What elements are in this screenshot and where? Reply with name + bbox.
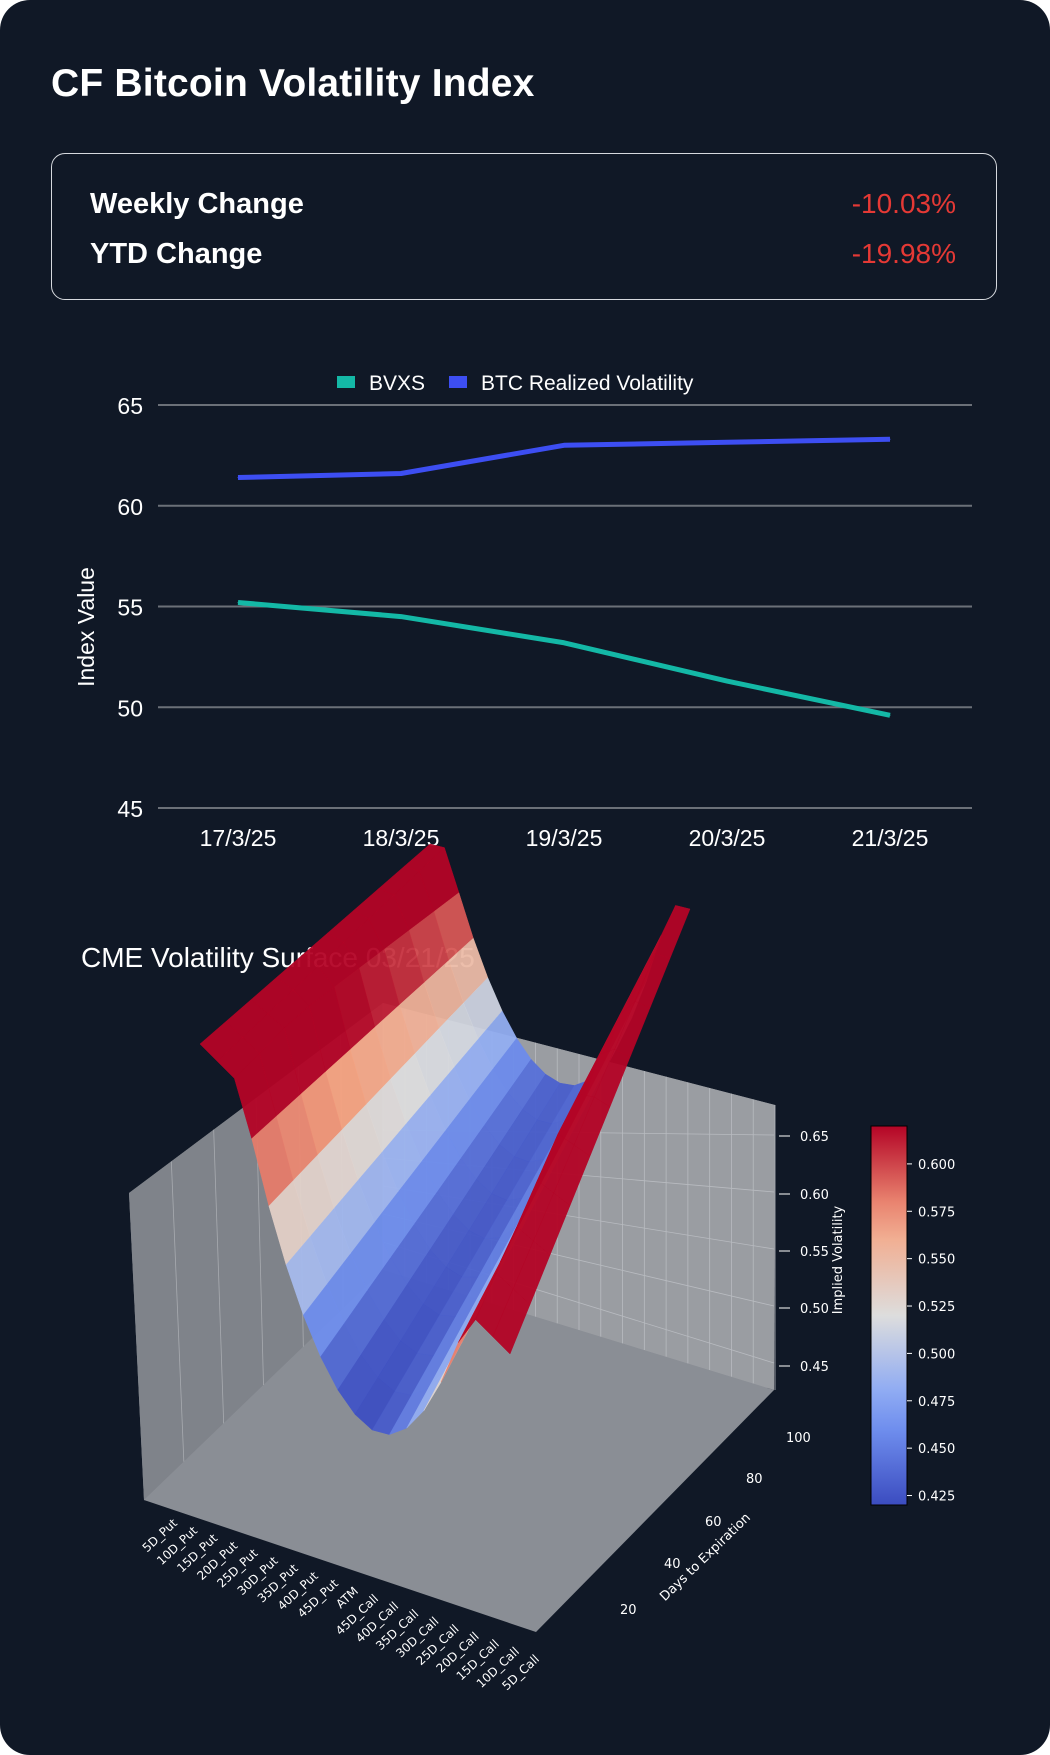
surface-patch [492,1288,531,1355]
colorbar [870,1125,908,1506]
z-tick-label: 0.60 [800,1188,829,1203]
data-point [400,616,402,618]
ytd-change-value: -19.98% [851,238,956,269]
y-tick-label: 55 [117,595,143,621]
colorbar-tick-label: 0.525 [918,1300,955,1315]
x-tick-label: 20/3/25 [689,825,766,851]
y-tick-label: 50 [117,695,143,721]
z-axis-label: Implied Volatility [831,1205,846,1314]
weekly-change-row: Weekly Change -10.03% [90,184,956,224]
data-point [726,680,728,682]
data-point [237,601,239,603]
z-tick-label: 0.55 [800,1245,829,1260]
legend-label: BTC Realized Volatility [481,372,694,395]
x-tick-label: 19/3/25 [526,825,603,851]
colorbar-tick-label: 0.550 [918,1253,955,1268]
colorbar-tick-label: 0.500 [918,1347,955,1362]
x-tick-label: 17/3/25 [200,825,277,851]
y-tick-label: 45 [117,796,143,822]
floor [144,1270,774,1632]
data-point [726,441,728,443]
grid-line [170,1161,185,1462]
legend-swatch [337,376,355,388]
data-point [889,438,891,440]
grid-line [213,1129,225,1424]
z-tick-label: 0.65 [800,1130,829,1145]
x-tick-label: 21/3/25 [852,825,929,851]
page-title: CF Bitcoin Volatility Index [51,62,535,105]
legend-swatch [449,376,467,388]
ytd-change-row: YTD Change -19.98% [90,234,956,274]
y-tick-label: 65 [117,393,143,419]
y-tick-label: 100 [786,1431,811,1446]
z-tick-label: 0.50 [800,1302,829,1317]
y-tick-label: 40 [664,1557,681,1572]
weekly-change-value: -10.03% [851,188,956,219]
colorbar-tick-label: 0.425 [918,1490,955,1505]
y-tick-label: 80 [746,1472,763,1487]
z-tick-label: 0.45 [800,1360,829,1375]
ytd-change-label: YTD Change [90,237,263,270]
surface-patch [654,905,691,959]
colorbar-tick-label: 0.575 [918,1205,955,1220]
colorbar-tick-label: 0.475 [918,1395,955,1410]
data-point [563,642,565,644]
surface-plot-area: 0.45 0.50 0.55 0.60 0.65 Implied Volatility 20… [129,843,846,1693]
colorbar-tick-label: 0.600 [918,1158,955,1173]
legend-label: BVXS [369,372,425,395]
stats-box: Weekly Change -10.03% YTD Change -19.98% [51,153,997,300]
data-point [889,714,891,716]
colorbar-tick-label: 0.450 [918,1442,955,1457]
data-point [563,444,565,446]
y-axis-label: Index Value [73,567,99,687]
data-point [237,477,239,479]
data-point [400,473,402,475]
y-tick-label: 20 [620,1603,637,1618]
weekly-change-label: Weekly Change [90,187,304,220]
y-tick-label: 60 [117,494,143,520]
y-tick-label: 60 [705,1515,722,1530]
